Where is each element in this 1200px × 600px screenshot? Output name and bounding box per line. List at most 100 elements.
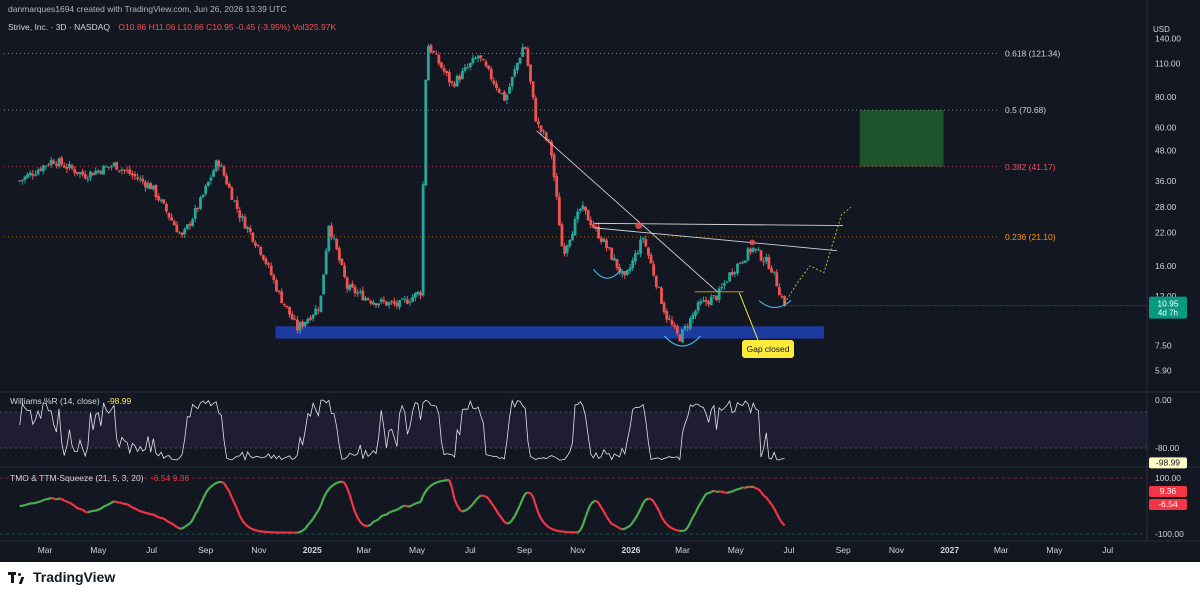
candle-body bbox=[351, 283, 354, 288]
tmo-segment bbox=[511, 515, 516, 521]
candle-body bbox=[592, 224, 595, 228]
candle-body bbox=[201, 194, 205, 197]
candle-body bbox=[233, 200, 236, 202]
tmo-segment bbox=[765, 496, 770, 502]
creator-credit: danmarques1694 created with TradingView.… bbox=[8, 4, 287, 14]
tmo-segment bbox=[666, 523, 671, 528]
tmo-segment bbox=[186, 522, 191, 527]
tmo-segment bbox=[108, 501, 112, 506]
candle-body bbox=[594, 227, 598, 229]
candle-body bbox=[83, 173, 87, 179]
tmo-segment bbox=[118, 501, 123, 505]
symbol-label: Strive, Inc. · 3D · NASDAQ bbox=[8, 22, 111, 32]
tmo-segment bbox=[548, 526, 553, 530]
candle-body bbox=[31, 173, 35, 176]
candle-body bbox=[175, 224, 179, 233]
candle-body bbox=[557, 196, 561, 226]
williams-axis-label: 0.00 bbox=[1155, 395, 1172, 405]
candle-body bbox=[722, 283, 726, 286]
candle-body bbox=[542, 130, 546, 132]
tmo-segment bbox=[650, 498, 655, 503]
tmo-segment bbox=[655, 505, 660, 511]
candle-body bbox=[636, 253, 640, 255]
candle-body bbox=[345, 277, 349, 289]
candle-body bbox=[303, 321, 307, 327]
candle-body bbox=[770, 268, 773, 273]
tmo-segment bbox=[328, 485, 333, 490]
tmo-segment bbox=[369, 521, 375, 526]
candle-body bbox=[455, 75, 459, 87]
tmo-segment bbox=[196, 503, 202, 511]
tmo-badge-value: -6.54 bbox=[1158, 499, 1178, 509]
tmo-segment bbox=[490, 502, 495, 508]
candle-body bbox=[309, 317, 312, 320]
chart-background bbox=[0, 0, 1200, 562]
candle-body bbox=[94, 170, 98, 175]
tmo-segment bbox=[110, 500, 115, 504]
tmo-segment bbox=[309, 518, 314, 523]
tmo-segment bbox=[396, 507, 401, 511]
tmo-segment bbox=[163, 517, 168, 522]
tmo-segment bbox=[249, 527, 254, 531]
candle-body bbox=[209, 177, 213, 181]
candle-body bbox=[230, 187, 234, 200]
tmo-segment bbox=[343, 482, 349, 489]
candle-body bbox=[374, 303, 378, 306]
candle-body bbox=[107, 166, 111, 168]
tmo-segment bbox=[459, 508, 464, 513]
tmo-segment bbox=[469, 503, 474, 508]
x-tick-label: Sep bbox=[517, 545, 532, 555]
tmo-segment bbox=[53, 497, 57, 501]
tmo-segment bbox=[498, 514, 503, 519]
candle-body bbox=[560, 224, 564, 247]
tmo-segment bbox=[377, 515, 383, 520]
candle-body bbox=[657, 286, 661, 288]
tmo-segment bbox=[319, 497, 325, 506]
tmo-segment bbox=[56, 497, 60, 501]
candle-body bbox=[330, 225, 333, 238]
tmo-segment bbox=[207, 485, 212, 491]
candle-body bbox=[222, 166, 226, 176]
tmo-group bbox=[19, 478, 786, 534]
candle-body bbox=[654, 275, 658, 287]
tmo-segment bbox=[726, 491, 730, 495]
tmo-segment bbox=[737, 487, 741, 491]
tmo-segment bbox=[613, 524, 618, 528]
tmo-segment bbox=[487, 498, 493, 504]
candle-body bbox=[361, 290, 365, 301]
tmo-segment bbox=[252, 528, 256, 532]
tmo-segment bbox=[131, 506, 136, 510]
candle-body bbox=[246, 227, 250, 229]
candle-body bbox=[762, 261, 766, 263]
candle-body bbox=[725, 281, 729, 283]
tmo-segment bbox=[404, 504, 408, 508]
candle-body bbox=[264, 258, 268, 264]
tmo-segment bbox=[608, 519, 613, 525]
candle-body bbox=[534, 98, 538, 122]
candle-body bbox=[34, 174, 37, 176]
tmo-segment bbox=[247, 525, 251, 529]
tmo-segment bbox=[551, 527, 555, 531]
tmo-segment bbox=[301, 527, 306, 532]
tmo-segment bbox=[721, 490, 725, 494]
tmo-segment bbox=[430, 482, 435, 487]
candle-body bbox=[429, 44, 433, 53]
candle-body bbox=[675, 325, 679, 334]
candle-body bbox=[371, 302, 375, 305]
candle-body bbox=[673, 325, 677, 327]
candle-body bbox=[715, 295, 718, 301]
tmo-badge-value: 9.36 bbox=[1160, 486, 1177, 496]
tmo-segment bbox=[427, 484, 432, 489]
candle-body bbox=[217, 160, 221, 167]
tmo-segment bbox=[435, 480, 440, 484]
candle-body bbox=[167, 212, 171, 218]
tmo-segment bbox=[597, 502, 603, 509]
tmo-segment bbox=[590, 500, 595, 505]
tradingview-logo[interactable]: TradingView bbox=[8, 569, 115, 585]
candle-body bbox=[366, 298, 370, 301]
price-chart[interactable]: 140.00 110.00 80.00 60.00 48.00 36.00 28.00 22.… bbox=[0, 0, 1200, 562]
tmo-segment bbox=[629, 521, 634, 527]
tmo-segment bbox=[424, 487, 430, 492]
candle-body bbox=[644, 239, 648, 247]
x-tick-label: Jul bbox=[465, 545, 476, 555]
